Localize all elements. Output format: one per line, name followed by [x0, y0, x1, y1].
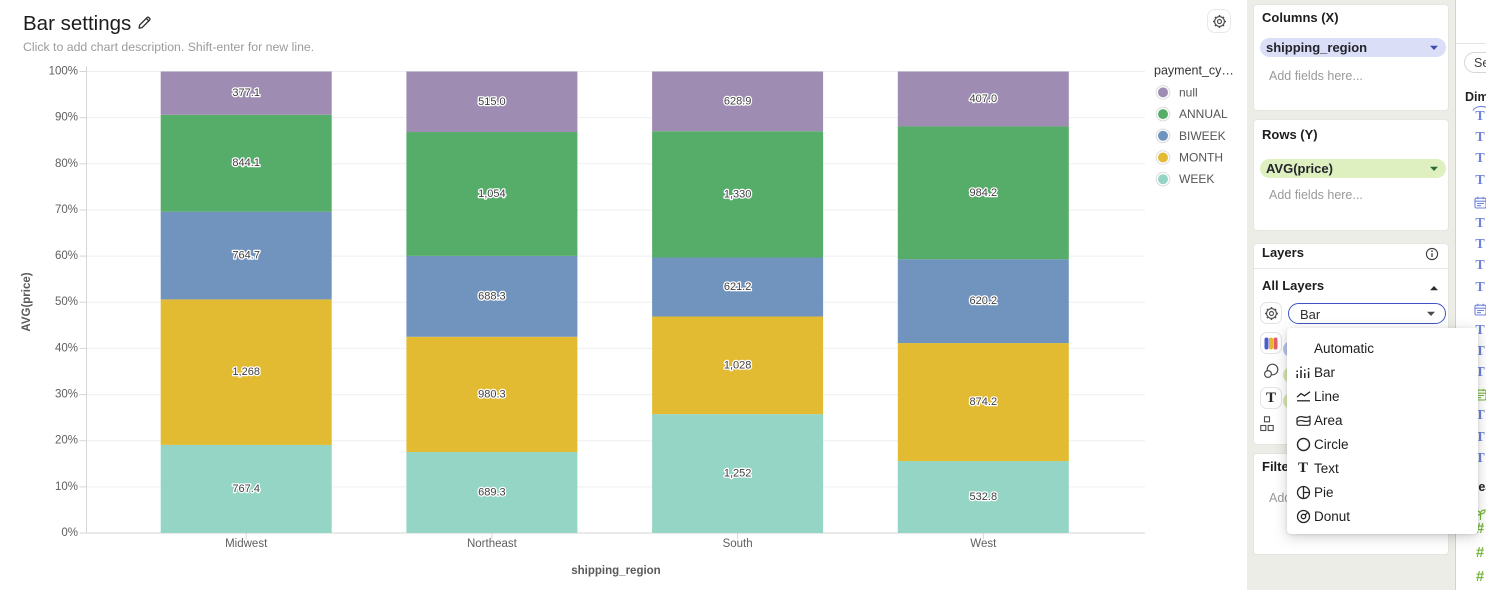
svg-text:MONTH: MONTH: [1179, 151, 1223, 165]
svg-text:532.8: 532.8: [970, 491, 998, 503]
svg-text:20%: 20%: [55, 435, 78, 447]
svg-text:null: null: [1179, 85, 1198, 99]
svg-text:90%: 90%: [55, 112, 78, 124]
svg-text:764.7: 764.7: [232, 250, 260, 262]
svg-text:515.0: 515.0: [478, 96, 506, 108]
svg-text:980.3: 980.3: [478, 388, 506, 400]
svg-text:80%: 80%: [55, 158, 78, 170]
svg-text:984.2: 984.2: [970, 187, 998, 199]
svg-text:WEEK: WEEK: [1179, 172, 1214, 186]
svg-text:689.3: 689.3: [478, 487, 506, 499]
svg-text:Midwest: Midwest: [225, 538, 268, 550]
svg-text:shipping_region: shipping_region: [571, 565, 660, 577]
svg-text:West: West: [970, 538, 997, 550]
svg-text:70%: 70%: [55, 204, 78, 216]
svg-text:AVG(price): AVG(price): [21, 272, 33, 331]
svg-text:30%: 30%: [55, 389, 78, 401]
svg-text:60%: 60%: [55, 250, 78, 262]
svg-text:621.2: 621.2: [724, 281, 752, 293]
svg-text:Northeast: Northeast: [467, 538, 518, 550]
svg-text:1,330: 1,330: [724, 188, 752, 200]
svg-text:688.3: 688.3: [478, 290, 506, 302]
svg-text:40%: 40%: [55, 342, 78, 354]
svg-text:100%: 100%: [49, 66, 78, 78]
svg-text:407.0: 407.0: [970, 93, 998, 105]
svg-text:1,028: 1,028: [724, 359, 752, 371]
svg-text:ANNUAL: ANNUAL: [1179, 107, 1228, 121]
svg-text:BIWEEK: BIWEEK: [1179, 129, 1226, 143]
svg-text:1,252: 1,252: [724, 468, 752, 480]
svg-text:South: South: [723, 538, 753, 550]
svg-text:0%: 0%: [61, 527, 78, 539]
svg-text:50%: 50%: [55, 296, 78, 308]
svg-text:874.2: 874.2: [970, 396, 998, 408]
svg-text:844.1: 844.1: [232, 157, 260, 169]
svg-text:377.1: 377.1: [232, 87, 260, 99]
svg-text:1,054: 1,054: [478, 188, 506, 200]
svg-text:620.2: 620.2: [970, 295, 998, 307]
svg-text:628.9: 628.9: [724, 95, 752, 107]
svg-text:767.4: 767.4: [232, 483, 260, 495]
svg-text:1,268: 1,268: [232, 366, 260, 378]
svg-text:payment_cy…: payment_cy…: [1154, 64, 1234, 78]
svg-text:10%: 10%: [55, 481, 78, 493]
